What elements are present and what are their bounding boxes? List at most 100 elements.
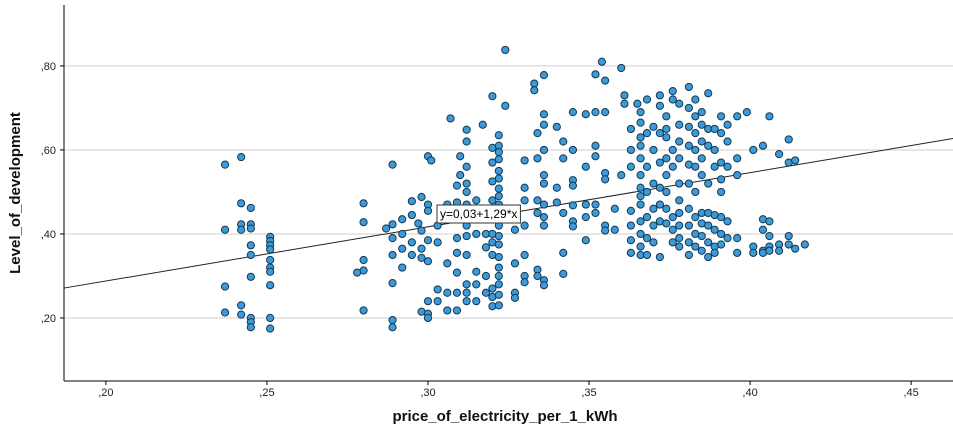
data-point <box>716 129 726 138</box>
data-point <box>237 225 246 234</box>
data-point <box>626 221 635 230</box>
x-axis-ticks: ,20 ,25 ,30 ,35 ,40 ,45 <box>98 381 919 399</box>
data-point <box>398 229 407 239</box>
data-point <box>765 246 774 255</box>
data-point <box>636 108 645 117</box>
data-point <box>220 282 230 291</box>
data-point <box>710 124 719 134</box>
data-point <box>675 120 684 129</box>
data-point <box>668 162 677 171</box>
data-point <box>539 171 549 180</box>
data-point <box>716 112 726 121</box>
data-point <box>398 263 407 272</box>
data-point <box>668 213 677 222</box>
data-point <box>691 112 700 121</box>
data-point <box>443 288 452 297</box>
data-point <box>220 225 230 234</box>
data-point <box>266 281 275 290</box>
data-point <box>266 267 275 276</box>
data-point <box>494 280 503 289</box>
data-point <box>662 204 671 213</box>
data-point <box>636 217 645 226</box>
data-point <box>266 255 275 265</box>
data-point <box>266 245 275 254</box>
data-point <box>452 181 462 190</box>
data-point <box>568 222 578 231</box>
data-point <box>520 278 529 287</box>
data-point <box>655 183 664 192</box>
fit-line-label-group: y=0,03+1,29*x <box>436 204 521 224</box>
data-point <box>749 145 758 155</box>
data-point <box>494 131 503 140</box>
data-point <box>684 122 693 131</box>
data-point <box>716 240 726 249</box>
data-point <box>382 224 391 233</box>
data-point <box>423 297 433 306</box>
data-point <box>704 238 713 247</box>
data-point <box>398 215 407 224</box>
data-point <box>684 141 693 150</box>
data-point <box>220 308 230 317</box>
x-tick-label: ,45 <box>903 387 918 399</box>
data-point <box>539 281 549 290</box>
data-point <box>668 145 677 155</box>
data-point <box>246 250 255 260</box>
data-point <box>697 171 706 180</box>
data-point <box>353 268 362 277</box>
data-point <box>237 199 246 208</box>
data-point <box>520 196 529 205</box>
y-tick-label: ,40 <box>41 229 56 241</box>
gridlines <box>64 65 953 319</box>
data-point <box>246 272 255 281</box>
data-point <box>488 284 497 293</box>
data-point <box>539 200 549 209</box>
data-point <box>691 213 700 222</box>
data-point <box>510 225 520 234</box>
data-point <box>433 297 442 306</box>
data-point <box>417 244 426 253</box>
data-point <box>723 217 732 226</box>
data-point <box>691 187 700 197</box>
data-point <box>655 252 664 262</box>
data-point <box>791 156 800 165</box>
data-point <box>642 129 652 138</box>
data-point <box>452 306 462 315</box>
data-point <box>691 129 700 138</box>
data-point <box>610 225 619 234</box>
data-point <box>716 175 726 184</box>
data-point <box>662 187 671 197</box>
data-point <box>662 133 671 142</box>
data-point <box>388 160 397 169</box>
data-point <box>649 122 658 131</box>
data-point <box>704 179 713 188</box>
data-point <box>697 120 706 129</box>
data-point <box>539 179 549 188</box>
y-tick-label: ,20 <box>41 313 56 325</box>
data-point <box>481 243 491 252</box>
data-point <box>488 196 497 205</box>
data-point <box>530 86 539 95</box>
data-point <box>423 313 433 323</box>
data-point <box>520 156 529 165</box>
data-point <box>452 268 462 277</box>
data-point <box>610 204 619 213</box>
data-point <box>539 221 549 230</box>
data-point <box>684 204 693 213</box>
data-point <box>494 263 503 272</box>
data-point <box>433 238 442 247</box>
data-point <box>662 154 671 163</box>
data-point <box>359 306 368 315</box>
data-point <box>481 271 491 281</box>
data-point <box>636 133 645 142</box>
data-point <box>765 217 774 226</box>
data-point <box>237 310 246 319</box>
data-point <box>591 208 600 218</box>
data-point <box>697 137 706 146</box>
data-point <box>684 179 693 188</box>
data-point <box>684 221 693 230</box>
data-point <box>733 154 742 163</box>
data-point <box>765 231 774 241</box>
data-point <box>749 248 758 257</box>
data-point <box>452 234 462 243</box>
data-point <box>417 192 426 202</box>
